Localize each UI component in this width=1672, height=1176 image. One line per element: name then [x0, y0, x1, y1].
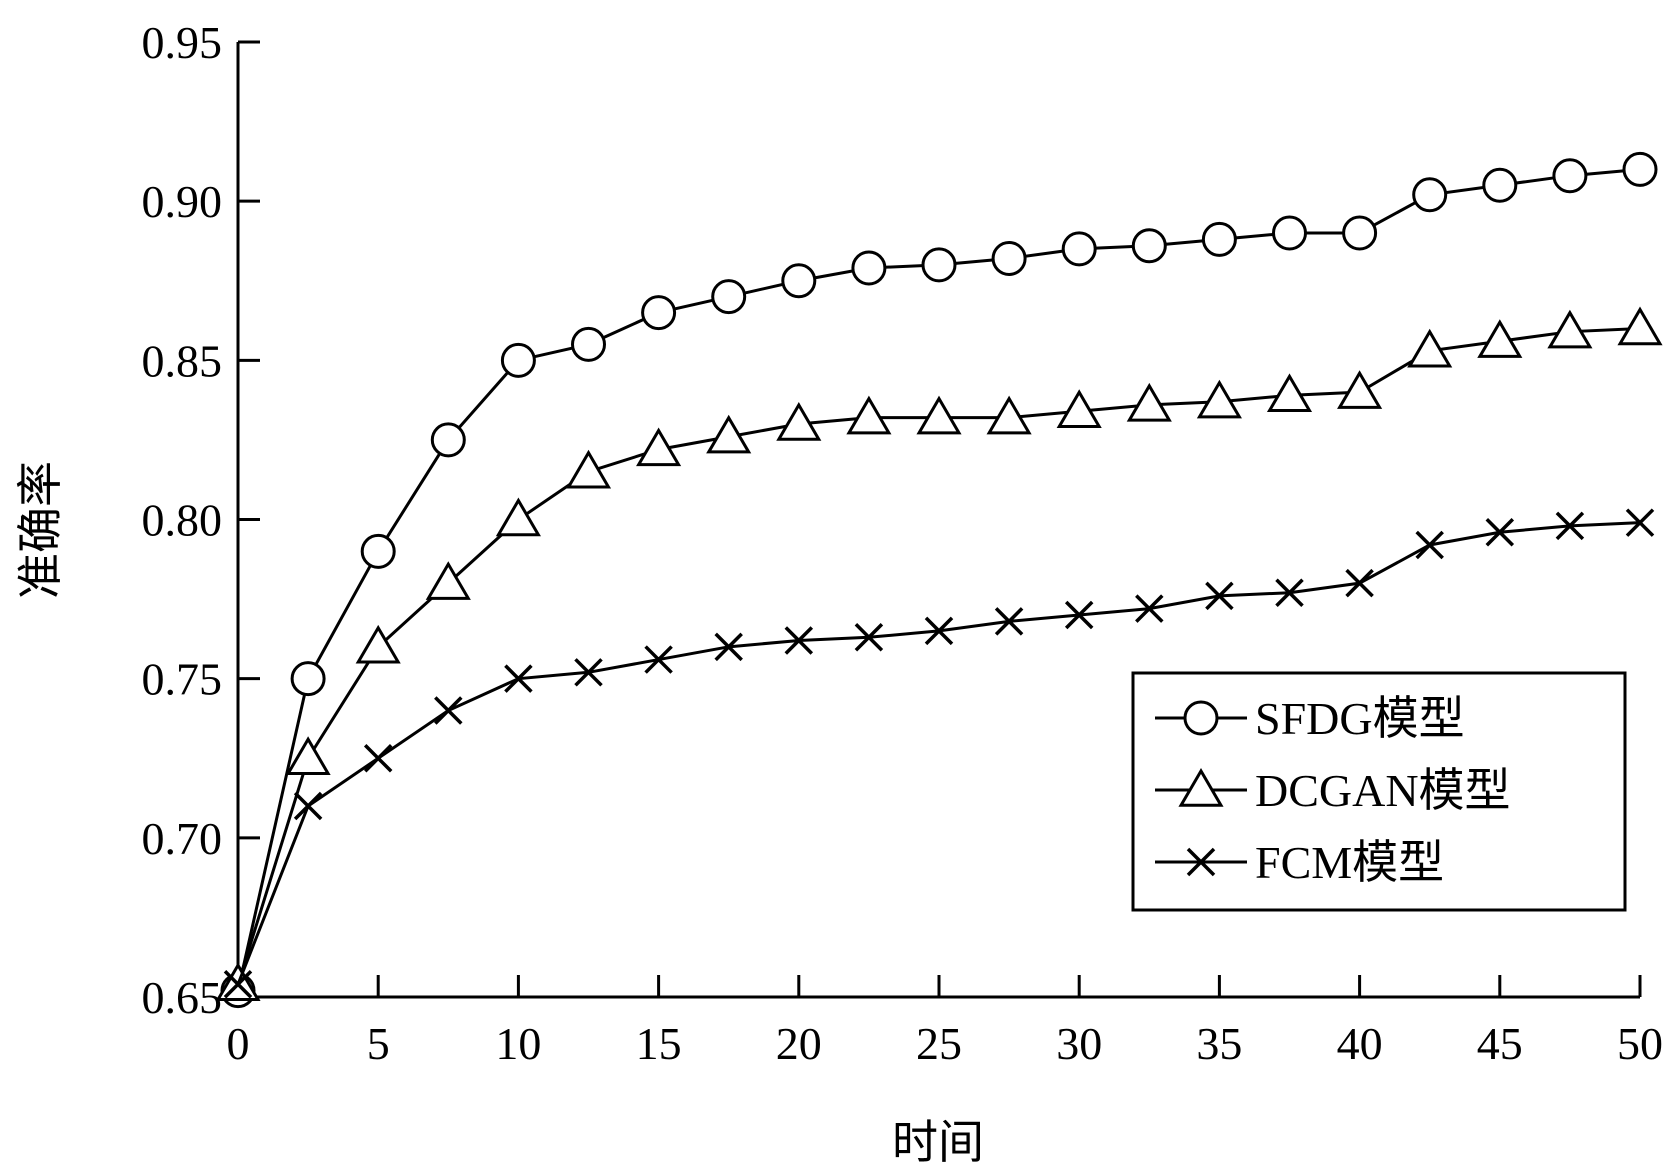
legend-marker: [1183, 700, 1219, 736]
data-point: [641, 295, 677, 331]
series-layer: [215, 151, 1663, 1009]
data-point: [565, 449, 612, 489]
data-point: [1061, 231, 1097, 267]
series-3: [223, 508, 1655, 999]
data-point: [784, 626, 814, 655]
data-point: [854, 623, 884, 652]
data-point: [991, 240, 1027, 276]
data-point: [574, 658, 603, 687]
data-point: [924, 616, 954, 646]
legend-marker: [1178, 768, 1224, 807]
data-point: [430, 422, 466, 458]
data-point: [1337, 370, 1383, 409]
data-point: [1477, 319, 1523, 358]
data-point: [360, 533, 396, 569]
x-axis-title: 时间: [892, 1115, 984, 1169]
data-point: [776, 402, 822, 441]
data-point: [1345, 568, 1374, 598]
data-point: [986, 395, 1032, 435]
legend-marker: [1186, 847, 1216, 877]
data-point: [425, 561, 471, 600]
data-point: [495, 497, 541, 537]
data-point: [846, 395, 892, 435]
data-point: [851, 250, 887, 286]
data-point: [1126, 382, 1172, 422]
legend-label: SFDG模型: [1255, 693, 1465, 744]
x-tick-label: 20: [776, 1018, 822, 1069]
data-point: [1412, 177, 1448, 213]
data-point: [1196, 379, 1242, 419]
data-point: [223, 970, 253, 999]
data-point: [1482, 167, 1518, 203]
x-tick-label: 10: [495, 1018, 541, 1069]
data-point: [1485, 517, 1515, 547]
legend-label: DCGAN模型: [1255, 765, 1511, 816]
data-point: [994, 607, 1024, 636]
data-point: [285, 736, 331, 775]
data-point: [293, 791, 323, 821]
y-tick-label: 0.90: [142, 176, 223, 227]
data-point: [1622, 151, 1658, 187]
x-tick-label: 30: [1056, 1018, 1102, 1069]
y-axis-title: 准确率: [13, 461, 67, 599]
x-tick-label: 45: [1477, 1018, 1523, 1069]
y-tick-label: 0.75: [142, 654, 223, 705]
data-point: [1617, 306, 1663, 346]
series-2: [215, 306, 1663, 1001]
axes: 0.65 0.70 0.75 0.80 0.85 0.90 0.95 0 5 10 15 20 25 30…: [142, 17, 1664, 1069]
data-point: [571, 326, 606, 362]
data-point: [1275, 578, 1304, 607]
data-point: [1266, 373, 1313, 413]
data-point: [1205, 581, 1234, 611]
data-point: [355, 624, 401, 664]
y-tick-label: 0.65: [142, 972, 223, 1023]
data-point: [500, 342, 536, 378]
data-point: [1547, 309, 1593, 349]
data-point: [916, 395, 962, 435]
data-point: [1555, 511, 1585, 541]
data-point: [1407, 328, 1453, 368]
x-tick-label: 40: [1337, 1018, 1383, 1069]
y-tick-label: 0.95: [142, 17, 223, 68]
x-tick-label: 25: [916, 1018, 962, 1069]
data-point: [706, 414, 752, 454]
data-point: [1064, 600, 1094, 630]
data-point: [714, 632, 743, 662]
legend-label: FCM模型: [1255, 837, 1444, 888]
data-point: [1625, 508, 1655, 537]
data-point: [1201, 221, 1237, 257]
x-tick-label: 0: [227, 1018, 250, 1069]
data-point: [781, 263, 817, 299]
y-tick-label: 0.85: [142, 335, 223, 386]
data-point: [434, 696, 463, 725]
data-point: [1415, 530, 1444, 560]
data-point: [636, 427, 682, 467]
data-point: [1131, 228, 1167, 264]
x-tick-label: 35: [1196, 1018, 1242, 1069]
legend: SFDG模型 DCGAN模型 FCM模型: [1131, 671, 1627, 912]
data-point: [363, 744, 393, 773]
data-point: [290, 661, 326, 697]
y-tick-label: 0.70: [142, 813, 223, 864]
data-point: [504, 664, 533, 693]
x-tick-label: 15: [636, 1018, 682, 1069]
data-point: [711, 279, 747, 315]
data-point: [644, 645, 673, 674]
data-point: [1272, 215, 1307, 251]
y-tick-label: 0.80: [142, 495, 223, 546]
x-tick-label: 50: [1617, 1018, 1663, 1069]
data-point: [1135, 594, 1164, 623]
data-point: [921, 247, 957, 283]
data-point: [1342, 215, 1378, 251]
data-point: [1552, 158, 1588, 194]
x-tick-label: 5: [367, 1018, 390, 1069]
data-point: [1056, 389, 1102, 428]
